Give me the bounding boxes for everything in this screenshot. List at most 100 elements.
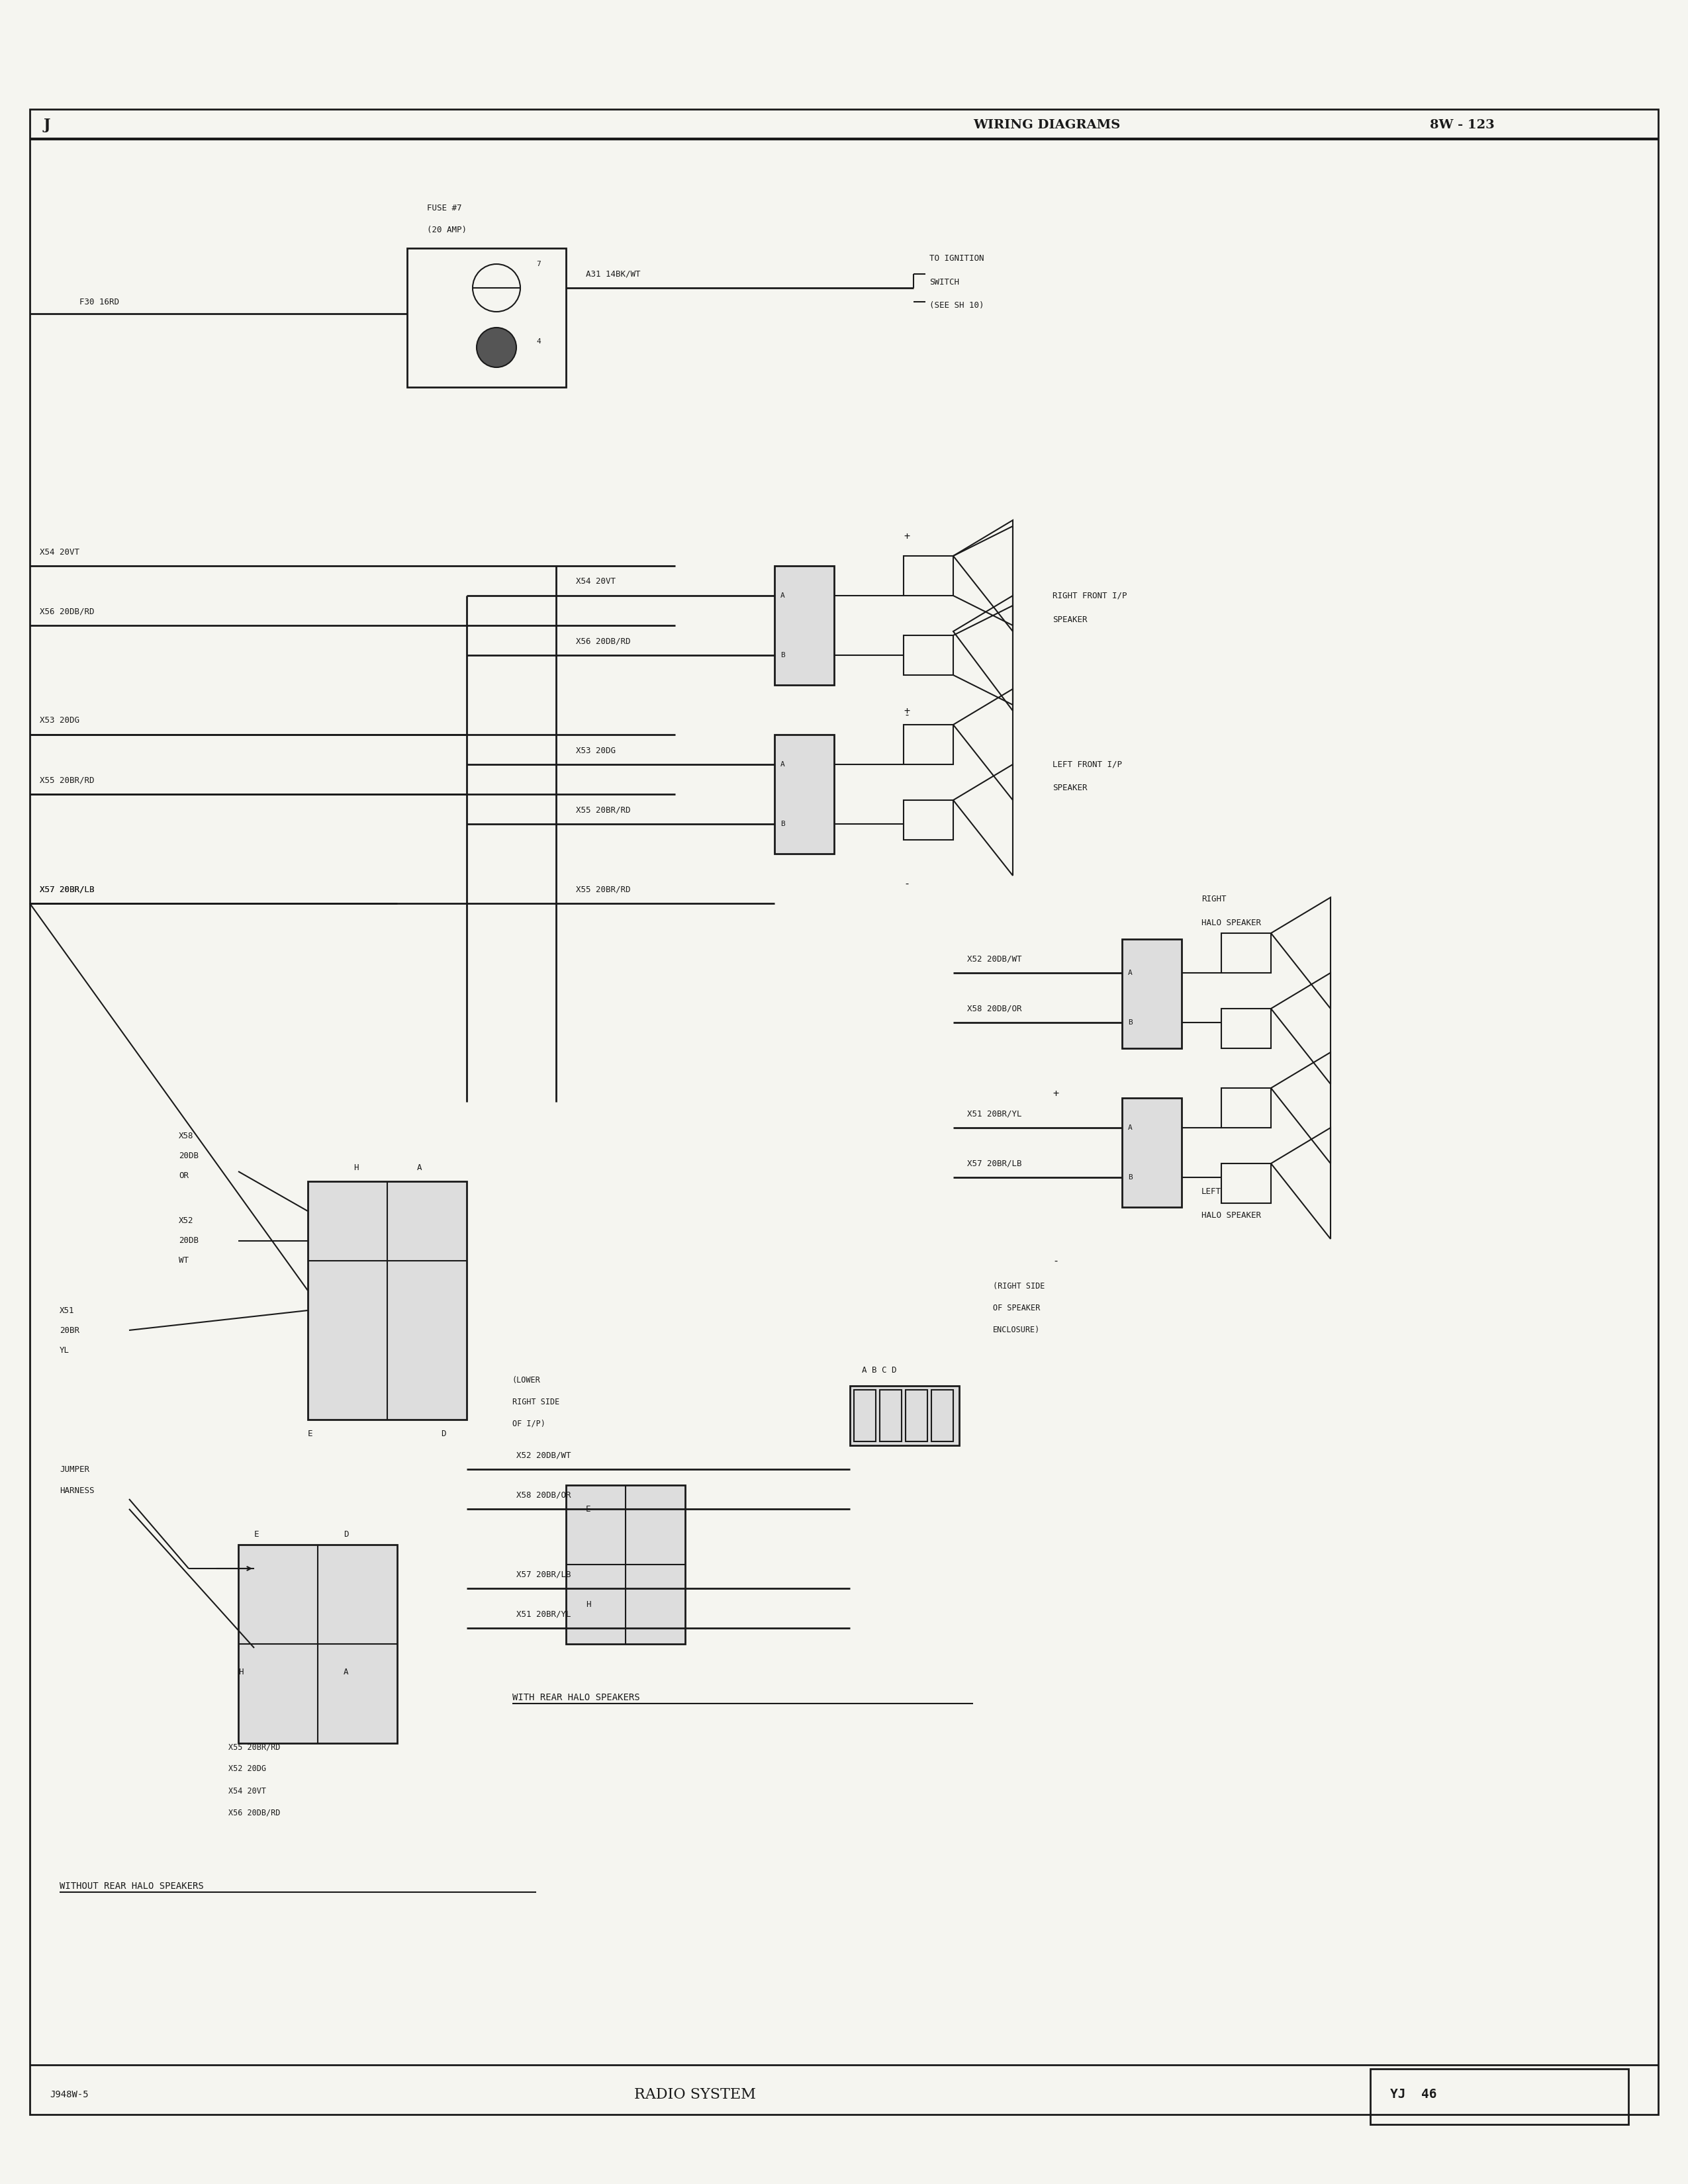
Text: X52 20DG: X52 20DG <box>228 1765 267 1773</box>
Text: E: E <box>307 1428 312 1437</box>
Text: FUSE #7: FUSE #7 <box>427 203 463 212</box>
Text: X56 20DB/RD: X56 20DB/RD <box>228 1808 280 1817</box>
Text: X52: X52 <box>179 1216 194 1225</box>
Text: X54 20VT: X54 20VT <box>576 577 616 585</box>
Text: +: + <box>903 531 910 542</box>
Text: HARNESS: HARNESS <box>59 1487 95 1496</box>
Text: D: D <box>441 1428 446 1437</box>
Text: X58 20DB/OR: X58 20DB/OR <box>967 1005 1021 1013</box>
Text: OF SPEAKER: OF SPEAKER <box>993 1304 1040 1313</box>
Bar <box>1123 1099 1182 1208</box>
Text: A: A <box>344 1666 348 1675</box>
Text: A: A <box>780 760 785 769</box>
Text: (RIGHT SIDE: (RIGHT SIDE <box>993 1282 1045 1291</box>
Text: WIRING DIAGRAMS: WIRING DIAGRAMS <box>972 120 1121 131</box>
Bar <box>775 734 834 854</box>
Bar <box>407 249 565 387</box>
Text: +: + <box>903 705 910 716</box>
Bar <box>307 1182 466 1420</box>
Text: WITH REAR HALO SPEAKERS: WITH REAR HALO SPEAKERS <box>513 1693 640 1701</box>
Text: HALO SPEAKER: HALO SPEAKER <box>1202 1210 1261 1219</box>
Text: B: B <box>780 651 785 660</box>
Text: J948W-5: J948W-5 <box>49 2090 88 2099</box>
Text: -: - <box>1053 1256 1058 1267</box>
Text: -: - <box>903 710 910 721</box>
Text: RIGHT FRONT I/P: RIGHT FRONT I/P <box>1053 592 1128 601</box>
Bar <box>903 557 954 596</box>
Text: X57 20BR/LB: X57 20BR/LB <box>967 1160 1021 1168</box>
Text: X51 20BR/YL: X51 20BR/YL <box>967 1109 1021 1118</box>
Text: X55 20BR/RD: X55 20BR/RD <box>576 885 631 893</box>
Text: E: E <box>255 1531 260 1540</box>
Text: H: H <box>238 1666 243 1675</box>
Text: SPEAKER: SPEAKER <box>1053 784 1087 793</box>
Text: B: B <box>780 821 785 828</box>
Bar <box>1123 939 1182 1048</box>
Text: 20DB: 20DB <box>179 1151 199 1160</box>
Bar <box>851 1387 959 1446</box>
Text: 20BR: 20BR <box>59 1326 79 1334</box>
Text: (LOWER: (LOWER <box>513 1376 540 1385</box>
Text: 8W - 123: 8W - 123 <box>1430 120 1494 131</box>
Text: X57 20BR/LB: X57 20BR/LB <box>41 885 95 893</box>
Text: E: E <box>586 1505 591 1514</box>
Bar <box>879 1389 901 1441</box>
Text: X58: X58 <box>179 1131 194 1140</box>
Text: A: A <box>780 592 785 598</box>
Text: X51: X51 <box>59 1306 74 1315</box>
Text: A B C D: A B C D <box>863 1365 896 1374</box>
Text: SPEAKER: SPEAKER <box>1053 616 1087 625</box>
Text: A: A <box>1128 1125 1133 1131</box>
Bar <box>854 1389 876 1441</box>
Bar <box>1222 1009 1271 1048</box>
Text: B: B <box>1128 1175 1133 1182</box>
Text: WT: WT <box>179 1256 189 1265</box>
Text: LEFT FRONT I/P: LEFT FRONT I/P <box>1053 760 1123 769</box>
Text: YL: YL <box>59 1345 69 1354</box>
Text: 4: 4 <box>537 339 540 345</box>
Text: A31 14BK/WT: A31 14BK/WT <box>586 269 640 277</box>
Text: X57 20BR/LB: X57 20BR/LB <box>517 1570 571 1579</box>
Text: LEFT: LEFT <box>1202 1186 1222 1195</box>
Text: +: + <box>1053 1090 1058 1099</box>
Text: X55 20BR/RD: X55 20BR/RD <box>576 806 631 815</box>
Text: X54 20VT: X54 20VT <box>41 548 79 557</box>
Text: -: - <box>903 878 910 889</box>
Text: X56 20DB/RD: X56 20DB/RD <box>576 638 631 646</box>
Bar <box>903 799 954 841</box>
Bar <box>238 1544 397 1743</box>
Text: F30 16RD: F30 16RD <box>79 297 120 306</box>
Bar <box>932 1389 954 1441</box>
Text: X54 20VT: X54 20VT <box>228 1787 267 1795</box>
Text: RIGHT SIDE: RIGHT SIDE <box>513 1398 559 1406</box>
Text: J: J <box>44 118 51 133</box>
Text: TO IGNITION: TO IGNITION <box>930 253 984 262</box>
Text: B: B <box>1128 1020 1133 1026</box>
Text: X53 20DG: X53 20DG <box>576 747 616 756</box>
Text: (SEE SH 10): (SEE SH 10) <box>930 301 984 310</box>
Bar <box>775 566 834 686</box>
Text: YJ  46: YJ 46 <box>1391 2088 1436 2101</box>
Text: (20 AMP): (20 AMP) <box>427 225 466 234</box>
Bar <box>905 1389 927 1441</box>
Bar <box>903 725 954 764</box>
Text: A: A <box>1128 970 1133 976</box>
Text: SWITCH: SWITCH <box>930 277 959 286</box>
Text: X52 20DB/WT: X52 20DB/WT <box>517 1450 571 1459</box>
Text: 20DB: 20DB <box>179 1236 199 1245</box>
Text: X56 20DB/RD: X56 20DB/RD <box>41 607 95 616</box>
Bar <box>1222 933 1271 972</box>
Text: X55 20BR/RD: X55 20BR/RD <box>228 1743 280 1752</box>
Text: ENCLOSURE): ENCLOSURE) <box>993 1326 1040 1334</box>
Text: H: H <box>353 1164 358 1173</box>
Text: JUMPER: JUMPER <box>59 1465 89 1474</box>
Text: H: H <box>586 1601 591 1610</box>
Text: HALO SPEAKER: HALO SPEAKER <box>1202 919 1261 928</box>
Text: D: D <box>344 1531 348 1540</box>
Text: 7: 7 <box>537 260 540 266</box>
Text: RADIO SYSTEM: RADIO SYSTEM <box>635 2088 756 2101</box>
Text: OR: OR <box>179 1171 189 1179</box>
Text: X57 20BR/LB: X57 20BR/LB <box>41 885 95 893</box>
Bar <box>1222 1164 1271 1203</box>
Text: A: A <box>417 1164 422 1173</box>
